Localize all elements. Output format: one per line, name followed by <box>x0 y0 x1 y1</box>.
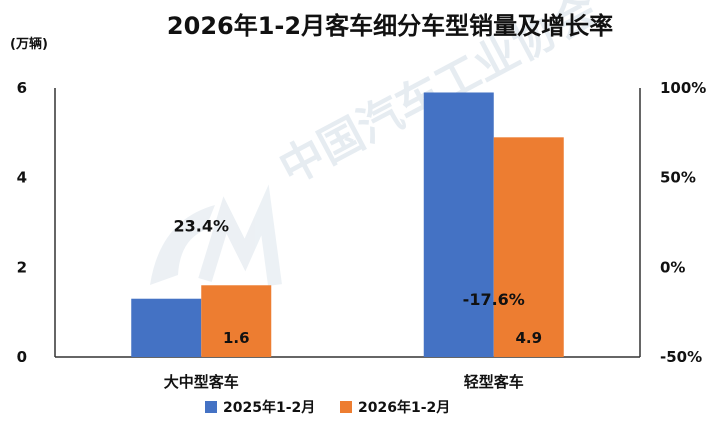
y-axis-unit-label: (万辆) <box>10 36 48 52</box>
legend-swatch <box>340 401 352 413</box>
growth-rate-label: 23.4% <box>173 216 229 235</box>
y-tick-label: 6 <box>17 79 27 97</box>
watermark-logo-icon <box>150 184 282 286</box>
bar-2026 <box>201 285 272 357</box>
bar-2025 <box>131 298 202 357</box>
category-label: 大中型客车 <box>164 373 239 391</box>
legend: 2025年1-2月 2026年1-2月 <box>205 399 450 416</box>
y2-tick-label: 100% <box>660 79 706 97</box>
growth-rate-label: -17.6% <box>463 290 525 309</box>
bar-2026 <box>493 137 564 357</box>
legend-swatch <box>205 401 217 413</box>
y2-axis-ticks: -50% 0% 50% 100% <box>660 79 706 366</box>
category-label: 轻型客车 <box>464 373 524 391</box>
y-axis-ticks: 0 2 4 6 <box>17 79 27 366</box>
chart-title: 2026年1-2月客车细分车型销量及增长率 <box>167 12 613 40</box>
bars <box>131 92 564 357</box>
legend-label: 2026年1-2月 <box>358 399 450 416</box>
y2-tick-label: 50% <box>660 169 696 187</box>
bar-value-label: 4.9 <box>515 329 542 347</box>
y2-tick-label: -50% <box>660 348 702 366</box>
legend-label: 2025年1-2月 <box>223 399 315 416</box>
bar-2025 <box>423 92 494 357</box>
y-tick-label: 4 <box>17 169 27 187</box>
y-tick-label: 2 <box>17 258 27 276</box>
category-labels: 大中型客车 轻型客车 <box>164 373 524 391</box>
data-labels: 1.6 23.4% 4.9 -17.6% <box>173 216 542 347</box>
y-tick-label: 0 <box>17 348 27 366</box>
y2-tick-label: 0% <box>660 258 685 276</box>
bar-value-label: 1.6 <box>223 329 250 347</box>
